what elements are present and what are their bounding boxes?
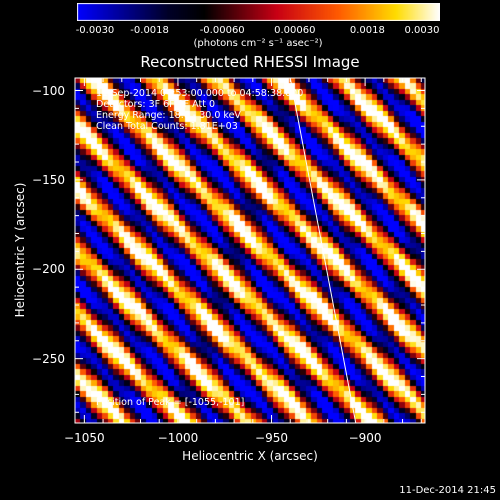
limb-line [289, 77, 357, 424]
info-energy-range: Energy Range: 18.0 - 30.0 keV [96, 110, 241, 121]
rhessi-image-heatmap [75, 78, 425, 423]
info-time-range: 11-Sep-2014 04:53:00.000 to 04:58:38.000 [96, 88, 304, 99]
plot-frame [74, 77, 426, 424]
y-tick-label: −250 [32, 351, 65, 366]
y-tick-label: −200 [32, 262, 65, 277]
x-tick-label: −1000 [157, 431, 199, 445]
colorbar-tick-label: -0.00060 [199, 25, 245, 36]
colorbar-tick-label: 0.0030 [404, 25, 440, 36]
y-tick-label: −150 [32, 172, 65, 187]
info-detectors: Detectors: 3F 6F 9F Att 0 [96, 99, 215, 110]
colorbar-tick-label: 0.0018 [349, 25, 385, 36]
colorbar-tick-label: 0.00060 [274, 25, 316, 36]
x-tick-label: −900 [348, 431, 382, 445]
colorbar-unit-label: (photons cm⁻² s⁻¹ asec⁻²) [193, 38, 323, 49]
y-axis-label: Heliocentric Y (arcsec) [13, 182, 27, 318]
x-tick-label: −1050 [64, 431, 105, 445]
chart-title: Reconstructed RHESSI Image [140, 53, 360, 71]
colorbar-tick-label: -0.0018 [130, 25, 169, 36]
x-tick-label: −950 [255, 431, 288, 445]
x-axis-label: Heliocentric X (arcsec) [182, 449, 318, 463]
info-total-counts: Clean Total Counts: 1.81E+03 [96, 121, 238, 132]
colorbar [77, 3, 440, 21]
timestamp: 11-Dec-2014 21:45 [399, 485, 496, 496]
y-tick-label: −100 [32, 83, 65, 98]
colorbar-tick-label: -0.0030 [75, 25, 115, 36]
info-peak-position: Position of Peak = [-1055,-101] [96, 397, 245, 408]
